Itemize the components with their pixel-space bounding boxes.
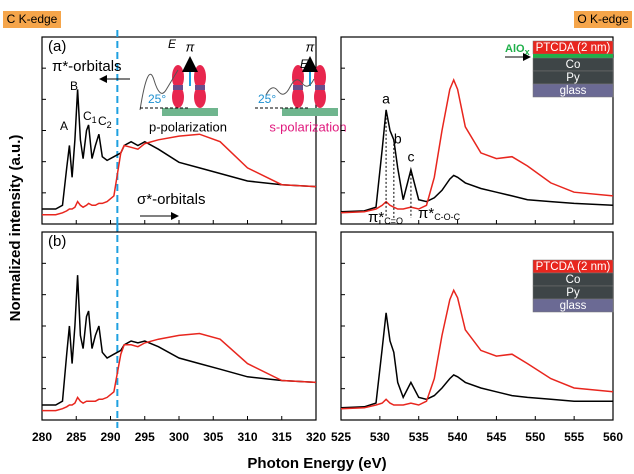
y-axis-label: Normalized intensity (a.u.) xyxy=(7,135,24,322)
panel-label: (a) xyxy=(48,38,66,55)
edge-box xyxy=(574,11,632,28)
ring xyxy=(315,85,325,90)
polarization-label: s-polarization xyxy=(269,119,346,134)
substrate xyxy=(162,108,218,116)
alox-label-sub: x xyxy=(525,47,530,57)
peak-label-main: π* xyxy=(418,205,434,222)
layer-label: PTCDA (2 nm) xyxy=(536,42,611,54)
spectrum-line xyxy=(42,332,317,412)
layer-label: glass xyxy=(560,300,587,312)
x-tick-label: 315 xyxy=(272,430,292,444)
edge-label: C K-edge xyxy=(7,12,58,26)
layer-label: PTCDA (2 nm) xyxy=(536,261,611,273)
layer-label: glass xyxy=(560,85,587,97)
peak-label-sub: 1 xyxy=(92,115,97,125)
annotation: π*-orbitals xyxy=(52,58,122,75)
peak-label: A xyxy=(60,119,68,133)
spectrum-line xyxy=(340,78,614,214)
e-wave xyxy=(139,69,179,111)
x-tick-label: 320 xyxy=(306,430,326,444)
panel-frame xyxy=(41,231,317,421)
substrate xyxy=(282,108,338,116)
layer xyxy=(532,83,614,98)
orbital-lobe xyxy=(172,86,184,108)
x-tick-label: 540 xyxy=(448,430,468,444)
layer-label: Co xyxy=(566,274,581,286)
x-axis-label: Photon Energy (eV) xyxy=(247,455,386,472)
layer-label: Py xyxy=(566,287,580,299)
alox-layer xyxy=(533,54,613,58)
x-tick-label: 555 xyxy=(564,430,584,444)
peak-label: B xyxy=(70,79,78,93)
polarization-label: p-polarization xyxy=(149,119,227,134)
orbital-lobe xyxy=(292,65,304,89)
angle-label: 25° xyxy=(258,92,276,106)
peak-label: π*C=O xyxy=(368,209,403,226)
edge-label: O K-edge xyxy=(577,12,629,26)
e-wave xyxy=(265,78,315,96)
vec-pi: π xyxy=(186,39,195,54)
x-tick-label: 290 xyxy=(100,430,120,444)
x-tick-label: 530 xyxy=(370,430,390,444)
layer xyxy=(532,298,614,313)
annotation: σ*-orbitals xyxy=(137,191,205,208)
orbital-lobe xyxy=(292,86,304,108)
spectrum-line xyxy=(42,133,317,216)
x-tick-label: 545 xyxy=(486,430,506,444)
x-tick-label: 310 xyxy=(237,430,257,444)
spectrum-line xyxy=(42,89,317,210)
peak-label: C2 xyxy=(98,114,112,130)
x-tick-label: 300 xyxy=(169,430,189,444)
edge-box xyxy=(3,11,61,28)
layer-label: Py xyxy=(566,72,580,84)
angle-label: 25° xyxy=(148,92,166,106)
peak-label: b xyxy=(394,131,402,147)
peak-label-main: C xyxy=(83,109,92,123)
layer-label: Co xyxy=(566,59,581,71)
orbital-lobe xyxy=(314,86,326,108)
x-tick-label: 550 xyxy=(525,430,545,444)
spectrum-line xyxy=(340,109,614,213)
spectrum-line xyxy=(42,275,317,406)
x-tick-label: 305 xyxy=(203,430,223,444)
x-tick-label: 560 xyxy=(603,430,623,444)
spectrum-line xyxy=(340,288,614,410)
peak-label: C1 xyxy=(83,109,97,125)
peak-label-sub: 2 xyxy=(107,120,112,130)
spectrum-line xyxy=(340,312,613,409)
vec-E: E xyxy=(168,37,177,51)
peak-label: a xyxy=(382,91,390,107)
ring xyxy=(195,85,205,90)
peak-label-main: π* xyxy=(368,209,384,226)
vec-E: E xyxy=(300,57,309,71)
alox-label: AlOx xyxy=(505,43,530,57)
x-tick-label: 280 xyxy=(32,430,52,444)
peak-label-sub: C=O xyxy=(384,216,403,226)
peak-label: π*C-O-C xyxy=(418,205,461,222)
x-tick-label: 525 xyxy=(331,430,351,444)
panel-label: (b) xyxy=(48,233,66,250)
alox-label-main: AlO xyxy=(505,43,525,55)
x-tick-label: 535 xyxy=(409,430,429,444)
peak-label: c xyxy=(407,149,414,165)
peak-label-main: C xyxy=(98,114,107,128)
orbital-lobe xyxy=(172,65,184,89)
ring xyxy=(173,85,183,90)
x-tick-label: 295 xyxy=(135,430,155,444)
vec-pi: π xyxy=(306,39,315,54)
peak-label-sub: C-O-C xyxy=(434,212,460,222)
x-tick-label: 285 xyxy=(66,430,86,444)
ring xyxy=(293,85,303,90)
orbital-lobe xyxy=(194,86,206,108)
